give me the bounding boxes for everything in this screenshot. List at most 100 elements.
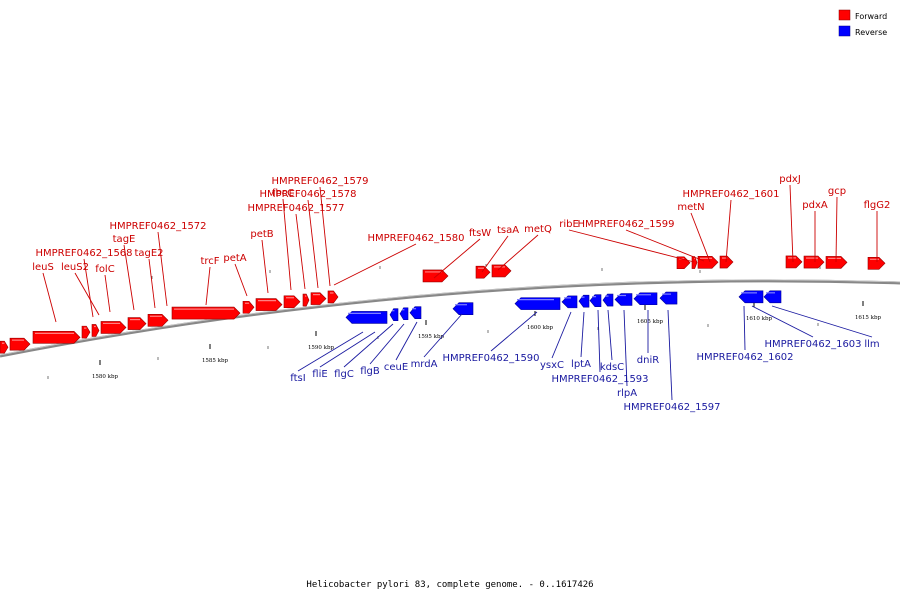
reverse-gene-lpta[interactable]: lptA (571, 311, 591, 370)
forward-gene-arrow-24[interactable] (803, 255, 825, 269)
gene-label[interactable]: ceuE (384, 362, 408, 373)
reverse-gene-arrow-8[interactable] (578, 294, 590, 308)
forward-gene-arrow-23[interactable] (785, 255, 803, 269)
reverse-gene-mrda[interactable]: mrdA (411, 313, 463, 370)
gene-label[interactable]: HMPREF0462_1597 (623, 402, 720, 413)
forward-gene-petb[interactable]: petB (250, 229, 274, 294)
forward-gene-metq[interactable]: metQ (497, 224, 552, 271)
forward-gene-arrow-11[interactable] (255, 298, 283, 311)
forward-gene-hmpref0462-1578[interactable]: HMPREF0462_1578 (259, 189, 357, 289)
forward-gene-hmpref0462-1580[interactable]: HMPREF0462_1580 (333, 233, 465, 286)
forward-gene-hmpref0462-1579[interactable]: HMPREF0462_1579 (271, 176, 369, 287)
gene-label[interactable]: ysxC (540, 360, 564, 371)
forward-gene-tsaa[interactable]: tsaA (481, 225, 519, 273)
forward-gene-arrow-3[interactable] (32, 331, 81, 344)
gene-label[interactable]: metQ (524, 224, 552, 235)
forward-gene-arrow-12[interactable] (283, 295, 301, 309)
reverse-gene-rlpa[interactable]: rlpA (617, 309, 637, 399)
reverse-gene-arrow-10[interactable] (602, 293, 614, 307)
gene-label[interactable]: rlpA (617, 388, 637, 399)
forward-gene-arrow-14[interactable] (310, 292, 327, 305)
forward-gene-arrow-6[interactable] (100, 321, 127, 334)
reverse-gene-hmpref0462-1590[interactable]: HMPREF0462_1590 (442, 311, 540, 364)
gene-label[interactable]: tagE (113, 234, 136, 245)
gene-label[interactable]: leuS2 (61, 262, 89, 273)
reverse-gene-arrow-6[interactable] (514, 297, 561, 310)
forward-gene-fbcc[interactable]: fbcC (272, 188, 294, 291)
gene-label[interactable]: folC (95, 264, 114, 275)
reverse-gene-arrow-13[interactable] (659, 291, 678, 305)
forward-gene-metn[interactable]: metN (677, 202, 711, 263)
forward-gene-hmpref0462-1568[interactable]: HMPREF0462_1568 (35, 248, 133, 318)
forward-gene-flgg2[interactable]: flgG2 (864, 200, 891, 262)
forward-gene-arrow-22[interactable] (719, 255, 734, 269)
gene-label[interactable]: ftsW (469, 228, 491, 239)
gene-label[interactable]: HMPREF0462_1590 (442, 353, 539, 364)
forward-gene-pdxa[interactable]: pdxA (802, 200, 828, 262)
forward-gene-arrow-4[interactable] (81, 325, 91, 339)
gene-label[interactable]: kdsC (600, 362, 624, 373)
gene-label[interactable]: tsaA (497, 225, 519, 236)
gene-label[interactable]: ribE (559, 219, 579, 230)
forward-gene-pdxj[interactable]: pdxJ (779, 174, 801, 263)
gene-label[interactable]: HMPREF0462_1572 (109, 221, 206, 232)
forward-gene-arrow-2[interactable] (9, 337, 31, 351)
gene-label[interactable]: HMPREF0462_1593 (551, 374, 648, 385)
reverse-gene-arrow-9[interactable] (589, 294, 602, 307)
forward-gene-arrow-25[interactable] (825, 256, 848, 269)
forward-gene-folc[interactable]: folC (95, 264, 115, 313)
gene-label[interactable]: HMPREF0462_1599 (577, 219, 674, 230)
reverse-gene-llm[interactable]: llm (771, 305, 880, 350)
gene-label[interactable]: metN (677, 202, 704, 213)
gene-label[interactable]: ftsI (290, 373, 305, 384)
gene-label[interactable]: flgG2 (864, 200, 891, 211)
reverse-gene-ftsi[interactable]: ftsI (290, 331, 364, 384)
gene-label[interactable]: HMPREF0462_1577 (247, 203, 344, 214)
gene-label[interactable]: HMPREF0462_1603 (764, 339, 861, 350)
forward-gene-trcf[interactable]: trcF (200, 256, 220, 306)
forward-gene-hmpref0462-1577[interactable]: HMPREF0462_1577 (247, 203, 345, 290)
forward-gene-hmpref0462-1572[interactable]: HMPREF0462_1572 (109, 221, 207, 307)
reverse-gene-arrow-4[interactable] (409, 306, 422, 319)
gene-label[interactable]: petA (223, 253, 246, 264)
reverse-gene-hmpref0462-1602[interactable]: HMPREF0462_1602 (696, 305, 794, 363)
forward-gene-arrow-18[interactable] (491, 264, 512, 278)
gene-label[interactable]: llm (864, 339, 879, 350)
reverse-gene-flgc[interactable]: flgC (334, 323, 394, 380)
reverse-gene-ysxc[interactable]: ysxC (540, 311, 572, 371)
gene-label[interactable]: petB (250, 229, 273, 240)
forward-gene-ribe[interactable]: ribE (559, 219, 695, 263)
gene-label[interactable]: HMPREF0462_1602 (696, 352, 793, 363)
reverse-gene-kdsc[interactable]: kdsC (600, 309, 624, 373)
forward-gene-gcp[interactable]: gcp (828, 186, 846, 263)
gene-label[interactable]: leuS (32, 262, 54, 273)
forward-gene-hmpref0462-1599[interactable]: HMPREF0462_1599 (577, 219, 705, 262)
forward-gene-arrow-8[interactable] (147, 313, 169, 327)
gene-label[interactable]: HMPREF0462_1601 (682, 189, 779, 200)
forward-gene-ftsw[interactable]: ftsW (433, 228, 491, 279)
reverse-gene-hmpref0462-1603[interactable]: HMPREF0462_1603 (751, 305, 862, 350)
gene-label[interactable]: fliE (312, 369, 327, 380)
forward-gene-arrow-13[interactable] (302, 293, 310, 307)
forward-gene-hmpref0462-1601[interactable]: HMPREF0462_1601 (682, 189, 780, 263)
gene-label[interactable]: gcp (828, 186, 846, 197)
reverse-gene-flgb[interactable]: flgB (360, 323, 405, 377)
forward-gene-arrow-1[interactable] (0, 340, 9, 354)
reverse-gene-dnir[interactable]: dniR (637, 310, 659, 366)
forward-gene-arrow-5[interactable] (91, 324, 100, 337)
reverse-gene-arrow-14[interactable] (738, 290, 764, 304)
gene-label[interactable]: pdxA (802, 200, 828, 211)
forward-gene-arrow-15[interactable] (327, 290, 339, 304)
reverse-gene-ceue[interactable]: ceuE (384, 321, 418, 373)
reverse-gene-hmpref0462-1597[interactable]: HMPREF0462_1597 (623, 309, 721, 413)
reverse-gene-arrow-1[interactable] (345, 311, 388, 324)
reverse-gene-hmpref0462-1593[interactable]: HMPREF0462_1593 (551, 309, 649, 385)
gene-label[interactable]: flgB (360, 366, 380, 377)
reverse-gene-arrow-2[interactable] (389, 308, 399, 321)
gene-label[interactable]: HMPREF0462_1579 (271, 176, 368, 187)
forward-gene-leus[interactable]: leuS (32, 262, 57, 323)
forward-gene-arrow-7[interactable] (127, 317, 147, 330)
reverse-gene-flie[interactable]: fliE (312, 331, 376, 380)
gene-label[interactable]: fbcC (272, 188, 294, 199)
reverse-gene-arrow-3[interactable] (399, 307, 409, 321)
